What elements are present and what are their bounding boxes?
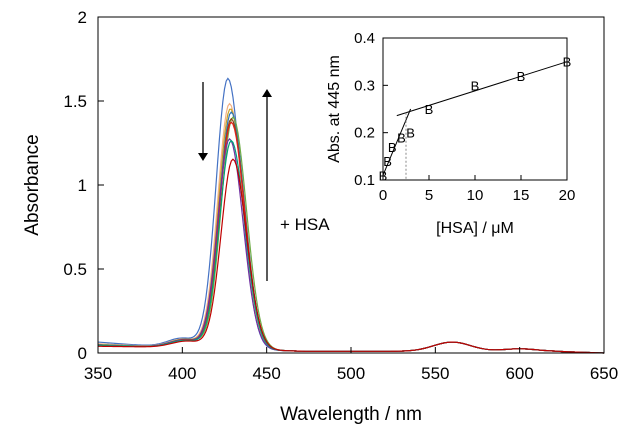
main-x-tick-label: 550 xyxy=(421,364,449,383)
fit-line xyxy=(396,61,568,117)
inset-y-tick-label: 0.3 xyxy=(354,77,375,94)
main-y-tick-label: 1 xyxy=(78,176,87,195)
inset-x-ticks: 0 5 10 15 20 xyxy=(379,175,576,204)
inset-data-point: B xyxy=(383,154,392,169)
inset-data-point: B xyxy=(471,78,480,93)
inset-x-tick-label: 10 xyxy=(467,187,484,204)
inset-data-point: B xyxy=(425,102,434,117)
main-y-axis-label: Absorbance xyxy=(22,134,43,235)
inset-data-point: B xyxy=(397,130,406,145)
main-y-tick-label: 2 xyxy=(78,8,87,27)
inset-y-tick-label: 0.2 xyxy=(354,125,375,142)
main-x-ticks: 350 400 450 500 550 600 650 xyxy=(84,347,618,383)
inset-x-axis-label: [HSA] / μM xyxy=(436,220,514,237)
main-x-tick-label: 400 xyxy=(168,364,196,383)
main-y-tick-label: 0.5 xyxy=(63,260,87,279)
main-x-tick-label: 450 xyxy=(252,364,280,383)
inset-y-ticks: 0.1 0.2 0.3 0.4 xyxy=(354,30,388,189)
main-x-tick-label: 650 xyxy=(590,364,618,383)
inset-y-tick-label: 0.1 xyxy=(354,172,375,189)
main-x-tick-label: 500 xyxy=(337,364,365,383)
inset-data-point: B xyxy=(406,126,415,141)
inset-fit-lines xyxy=(382,61,568,180)
inset-y-tick-label: 0.4 xyxy=(354,30,375,47)
inset-x-tick-label: 15 xyxy=(513,187,530,204)
inset-x-tick-label: 0 xyxy=(379,187,387,204)
hsa-annotation: + HSA xyxy=(280,215,330,234)
inset-y-axis-label: Abs. at 445 nm xyxy=(326,55,343,163)
inset-x-tick-label: 5 xyxy=(425,187,433,204)
inset-x-tick-label: 20 xyxy=(559,187,576,204)
main-y-tick-label: 1.5 xyxy=(63,92,87,111)
fit-line xyxy=(382,108,412,176)
main-x-tick-label: 600 xyxy=(505,364,533,383)
main-x-tick-label: 350 xyxy=(84,364,112,383)
inset-background xyxy=(383,38,567,180)
main-plot: 350 400 450 500 550 600 650 0 0.5 1 1.5 2 Waveleng… xyxy=(22,8,618,425)
inset-data-point: B xyxy=(388,140,397,155)
main-y-tick-label: 0 xyxy=(78,344,87,363)
inset-data-point: B xyxy=(517,69,526,84)
main-y-ticks: 0 0.5 1 1.5 2 xyxy=(63,8,104,363)
main-x-axis-label: Wavelength / nm xyxy=(280,404,422,425)
